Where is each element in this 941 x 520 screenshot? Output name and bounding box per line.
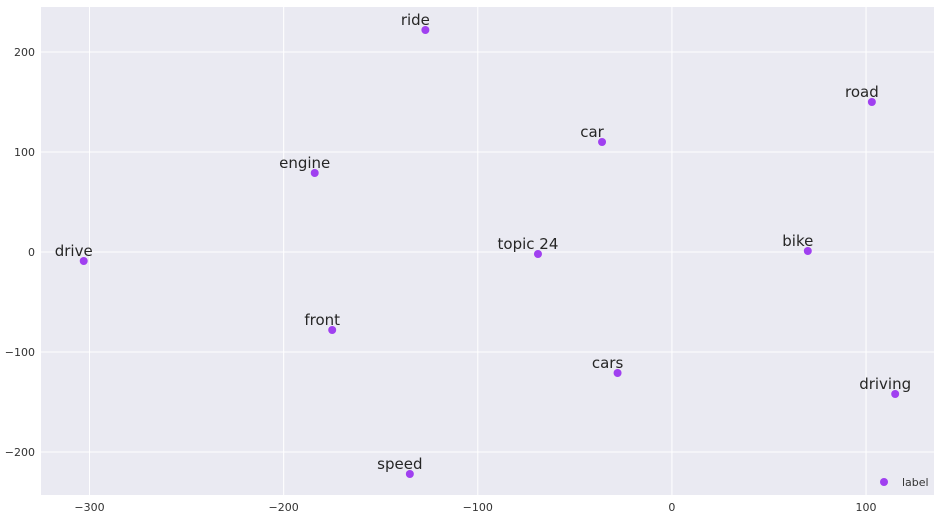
point-label: car (580, 123, 604, 141)
y-tick-label: 200 (14, 46, 35, 59)
point-label: cars (592, 354, 624, 372)
data-point-road (867, 98, 876, 106)
point-label: speed (377, 455, 422, 473)
data-point-car (598, 138, 607, 146)
point-label: topic 24 (498, 235, 559, 253)
data-point-cars (613, 369, 622, 377)
point-label: drive (55, 242, 93, 260)
legend-marker (880, 478, 888, 486)
data-point-drive (79, 257, 88, 265)
data-point-ride (421, 26, 430, 34)
x-tick-label: 0 (668, 501, 675, 514)
y-tick-label: −200 (5, 446, 35, 459)
data-point-front (328, 326, 337, 334)
x-tick-label: −100 (463, 501, 493, 514)
y-tick-label: −100 (5, 346, 35, 359)
legend-label: label (902, 476, 929, 489)
data-points: ride road car engine drive topic 24 bike front c… (55, 11, 911, 478)
y-tick-label: 100 (14, 146, 35, 159)
plot-background (41, 7, 934, 495)
x-tick-label: −200 (269, 501, 299, 514)
point-label: ride (401, 11, 430, 29)
point-label: road (845, 83, 879, 101)
grid-lines (41, 7, 934, 495)
data-point-engine (310, 169, 319, 177)
data-point-speed (405, 470, 414, 478)
point-label: front (304, 311, 340, 329)
x-tick-label: −300 (74, 501, 104, 514)
legend: label (880, 476, 929, 489)
y-tick-label: 0 (28, 246, 35, 259)
point-label: engine (279, 154, 330, 172)
axis-ticks: −300 −200 −100 0 100 −200 −100 0 100 200 (5, 46, 877, 514)
data-point-driving (891, 390, 900, 398)
point-label: driving (859, 375, 911, 393)
x-tick-label: 100 (856, 501, 877, 514)
data-point-topic-24 (533, 250, 542, 258)
point-label: bike (782, 232, 813, 250)
data-point-bike (803, 247, 812, 255)
